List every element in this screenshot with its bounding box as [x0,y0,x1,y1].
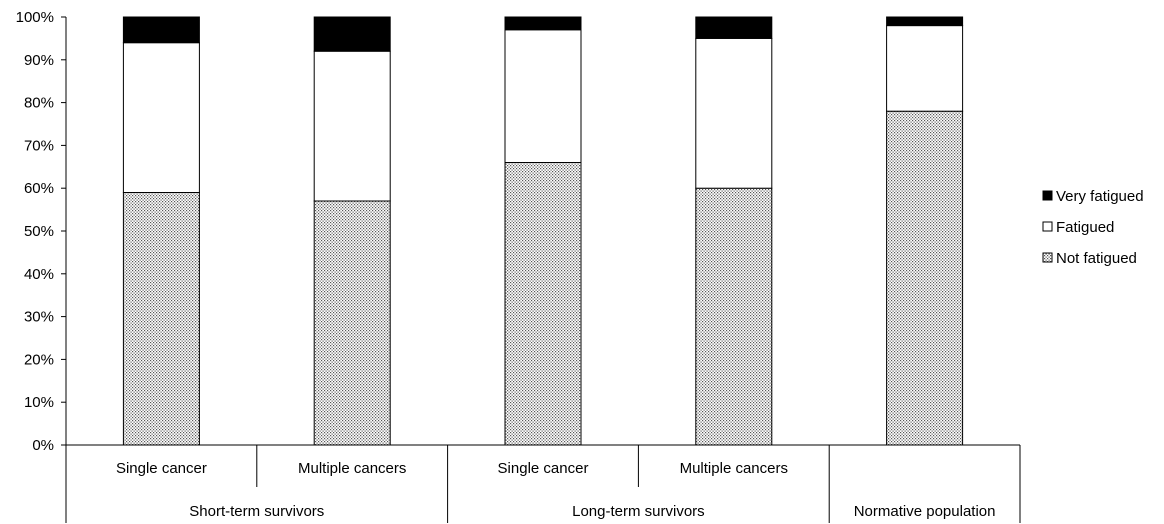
legend-label: Not fatigued [1056,250,1137,267]
y-tick-label: 40% [24,266,54,283]
y-tick-label: 20% [24,351,54,368]
bar-very-fatigued-1 [313,16,391,52]
x-category-label: Single cancer [498,460,589,477]
y-tick-label: 80% [24,95,54,112]
legend-swatch-not-fatigued [1042,252,1053,263]
legend-swatch-fatigued [1042,221,1053,232]
y-tick-label: 60% [24,180,54,197]
bar-fatigued-3 [695,37,773,189]
axes-layer: 0% 10% 20% 30% 40% 50% 60% 70% 80% 90% 100% Single … [16,9,1021,523]
bar-very-fatigued-2 [504,16,582,31]
bar-fatigued-2 [504,29,582,163]
x-category-label: Multiple cancers [298,460,406,477]
x-group-label: Long-term survivors [572,503,705,520]
bar-very-fatigued-0 [122,16,200,44]
bar-not-fatigued-0 [122,192,200,446]
y-tick-label: 50% [24,223,54,240]
bar-not-fatigued-4 [886,110,964,446]
bars-layer [122,16,964,446]
bar-not-fatigued-2 [504,162,582,446]
y-tick-label: 100% [16,9,54,26]
bar-fatigued-0 [122,42,200,194]
y-tick-label: 90% [24,52,54,69]
x-category-label: Multiple cancers [680,460,788,477]
legend: Very fatigued Fatigued Not fatigued [1042,188,1144,267]
bar-very-fatigued-3 [695,16,773,39]
x-group-label: Short-term survivors [189,503,324,520]
y-tick-label: 30% [24,309,54,326]
y-tick-label: 10% [24,394,54,411]
legend-swatch-very-fatigued [1042,190,1053,201]
y-tick-label: 0% [32,437,54,454]
bar-very-fatigued-4 [886,16,964,27]
x-category-label: Single cancer [116,460,207,477]
legend-label: Very fatigued [1056,188,1144,205]
y-tick-label: 70% [24,137,54,154]
bar-not-fatigued-1 [313,200,391,446]
legend-label: Fatigued [1056,219,1114,236]
x-group-label: Normative population [854,503,996,520]
bar-fatigued-4 [886,25,964,112]
bar-fatigued-1 [313,50,391,202]
bar-not-fatigued-3 [695,187,773,446]
